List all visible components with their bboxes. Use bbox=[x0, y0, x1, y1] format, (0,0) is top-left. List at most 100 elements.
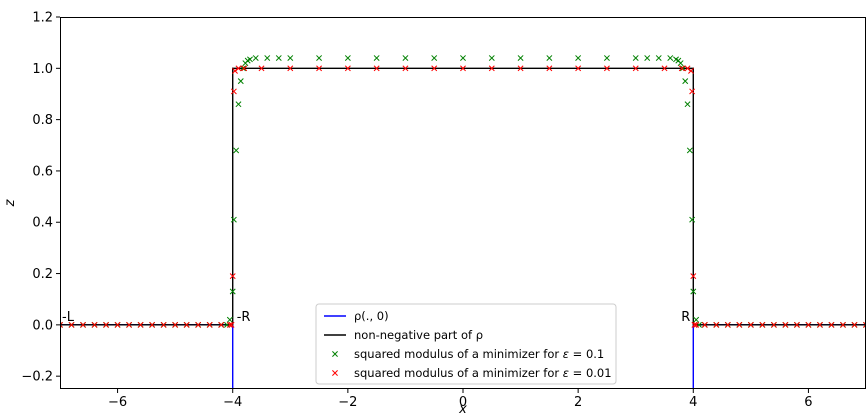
series-3-point bbox=[235, 65, 242, 72]
y-tick-label: 0.4 bbox=[32, 216, 53, 231]
series-3-point bbox=[603, 65, 610, 72]
series-3-point bbox=[546, 65, 553, 72]
series-3-point bbox=[344, 65, 351, 72]
series-2-point bbox=[233, 147, 240, 154]
series-3-point bbox=[805, 321, 812, 328]
series-3-point bbox=[747, 321, 754, 328]
series-2-point bbox=[344, 55, 351, 62]
series-2-point bbox=[247, 56, 253, 63]
y-tick-label: 1.2 bbox=[32, 11, 53, 26]
series-2-point bbox=[517, 55, 524, 62]
legend-swatch bbox=[332, 351, 338, 357]
series-2-point bbox=[460, 55, 466, 62]
legend-item: non-negative part of ρ bbox=[324, 328, 483, 342]
series-2-point bbox=[682, 78, 689, 85]
series-3-point bbox=[793, 321, 800, 328]
series-2 bbox=[60, 55, 866, 328]
series-3-point bbox=[690, 273, 697, 280]
legend-item: squared modulus of a minimizer for ε = 0… bbox=[332, 366, 612, 380]
series-2-point bbox=[226, 316, 233, 323]
series-2-point bbox=[575, 55, 582, 62]
x-tick-label: −6 bbox=[108, 395, 127, 410]
series-3-point bbox=[137, 321, 144, 328]
legend-item: squared modulus of a minimizer for ε = 0… bbox=[332, 347, 604, 361]
y-tick-label: −0.2 bbox=[21, 370, 53, 385]
series-2-point bbox=[264, 55, 271, 62]
legend-box bbox=[315, 303, 617, 385]
series-3-point bbox=[575, 65, 582, 72]
annotations: -L -R R bbox=[62, 310, 690, 325]
series-3-point bbox=[103, 321, 110, 328]
y-tick-label: 0.8 bbox=[32, 113, 53, 128]
legend-label: ρ(., 0) bbox=[354, 309, 389, 323]
series-3-point bbox=[183, 321, 190, 328]
series-2-point bbox=[431, 55, 438, 62]
series-3-point bbox=[693, 321, 700, 328]
series-2-point bbox=[679, 65, 686, 72]
series-3-point bbox=[149, 321, 156, 328]
series-3-point bbox=[228, 321, 235, 328]
series-2-point bbox=[402, 55, 409, 62]
series-3-point bbox=[816, 321, 823, 328]
legend-label: squared modulus of a minimizer for ε = 0… bbox=[354, 347, 604, 361]
x-tick-label: −2 bbox=[338, 395, 357, 410]
series-3-point bbox=[229, 273, 236, 280]
series-3-point bbox=[373, 65, 380, 72]
series-3-point bbox=[68, 321, 75, 328]
series-2-point bbox=[686, 147, 693, 154]
series-2-point bbox=[667, 55, 674, 62]
series-2-point bbox=[684, 101, 691, 108]
series-3-point bbox=[689, 88, 696, 95]
series-3-point bbox=[759, 321, 766, 328]
series-3-point bbox=[172, 321, 179, 328]
legend-swatch bbox=[332, 370, 338, 376]
x-tick-label: 4 bbox=[689, 395, 697, 410]
x-tick-label: −4 bbox=[223, 395, 242, 410]
series-3-point bbox=[316, 65, 323, 72]
series-2-point bbox=[252, 55, 259, 62]
series-2-point bbox=[488, 55, 495, 62]
series-2-point bbox=[373, 55, 380, 62]
series-3-point bbox=[488, 65, 495, 72]
series-3-point bbox=[724, 321, 731, 328]
series-3-point bbox=[828, 321, 835, 328]
legend: ρ(., 0) non-negative part of ρ squared mod… bbox=[315, 303, 617, 385]
series-layer bbox=[60, 55, 866, 389]
series-2-point bbox=[275, 55, 282, 62]
series-3-point bbox=[91, 321, 98, 328]
series-3-point bbox=[206, 321, 213, 328]
series-2-point bbox=[546, 55, 553, 62]
series-3-point bbox=[160, 321, 167, 328]
legend-label: non-negative part of ρ bbox=[354, 328, 483, 342]
y-tick-label: 1.0 bbox=[32, 62, 53, 77]
series-3-point bbox=[287, 65, 294, 72]
y-tick-label: 0.0 bbox=[32, 318, 53, 333]
series-3-point bbox=[632, 65, 639, 72]
series-2-point bbox=[690, 288, 697, 295]
y-tick-label: 0.6 bbox=[32, 164, 53, 179]
series-3-point bbox=[678, 65, 685, 72]
series-2-point bbox=[230, 216, 237, 223]
series-2-point bbox=[240, 65, 247, 72]
series-3-point bbox=[691, 321, 698, 328]
series-3-point bbox=[517, 65, 524, 72]
legend-label: squared modulus of a minimizer for ε = 0… bbox=[354, 366, 612, 380]
series-3-point bbox=[241, 65, 248, 72]
series-3-point bbox=[863, 321, 866, 328]
annotation-r: R bbox=[681, 310, 690, 325]
series-3-point bbox=[230, 88, 237, 95]
series-3-point bbox=[232, 67, 238, 74]
series-2-point bbox=[235, 101, 242, 108]
x-axis-label: x bbox=[458, 402, 467, 417]
series-3-point bbox=[701, 321, 708, 328]
series-2-point bbox=[632, 55, 639, 62]
series-2-point bbox=[229, 288, 236, 295]
series-3-point bbox=[661, 65, 668, 72]
series-3-point bbox=[851, 321, 858, 328]
series-3-point bbox=[218, 321, 225, 328]
series-2-point bbox=[693, 316, 700, 323]
series-3-point bbox=[402, 65, 409, 72]
series-3-point bbox=[195, 321, 202, 328]
series-2-point bbox=[237, 78, 244, 85]
